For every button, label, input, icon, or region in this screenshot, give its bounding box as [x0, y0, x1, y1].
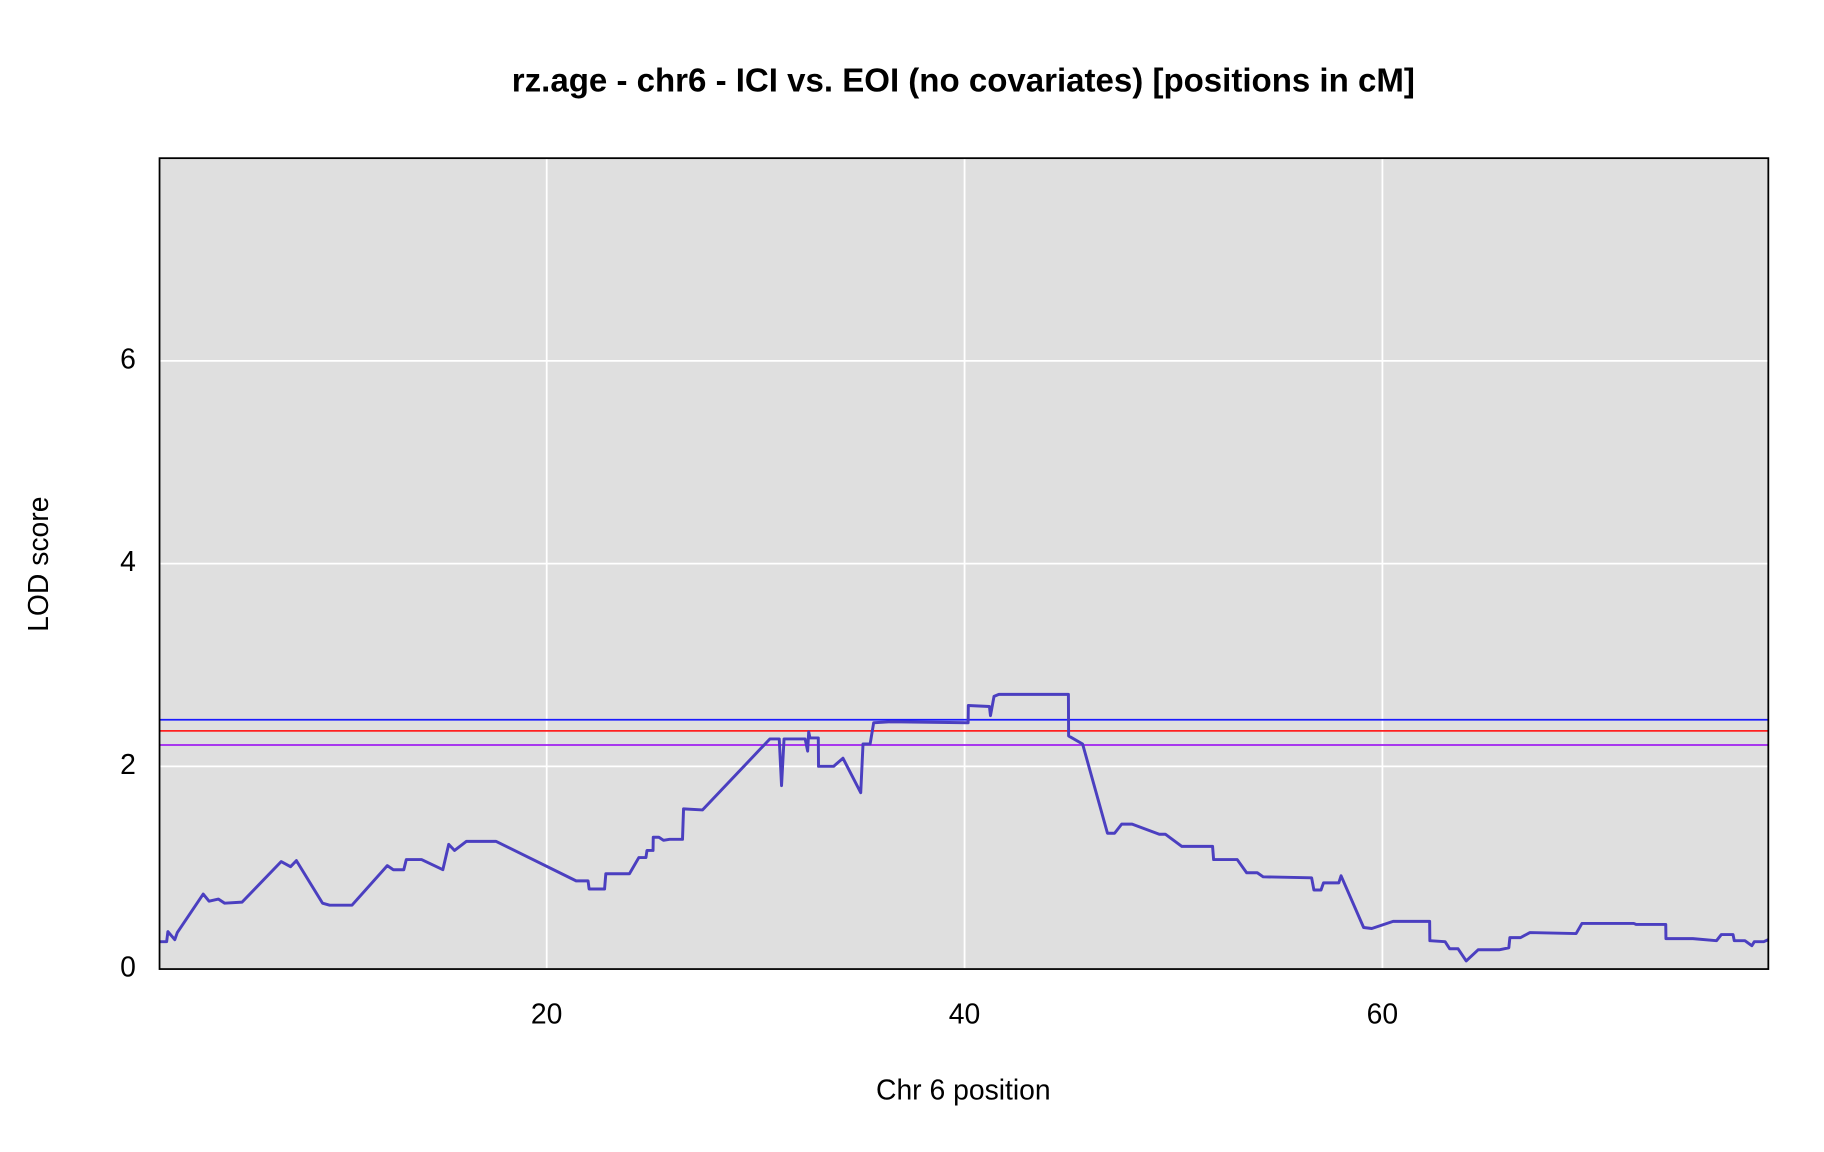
y-tick-label: 0 — [120, 952, 136, 984]
y-axis-label: LOD score — [23, 497, 55, 632]
y-tick-label: 4 — [120, 546, 136, 578]
x-tick-label: 20 — [531, 999, 563, 1031]
x-tick-label: 60 — [1367, 999, 1399, 1031]
y-tick-label: 2 — [120, 749, 136, 781]
x-axis-label: Chr 6 position — [876, 1074, 1051, 1106]
x-tick-label: 40 — [949, 999, 981, 1031]
y-tick-label: 6 — [120, 343, 136, 375]
plot-border — [158, 157, 1770, 970]
chart-title: rz.age - chr6 - ICI vs. EOI (no covariat… — [512, 62, 1415, 99]
lod-line — [159, 692, 1769, 963]
